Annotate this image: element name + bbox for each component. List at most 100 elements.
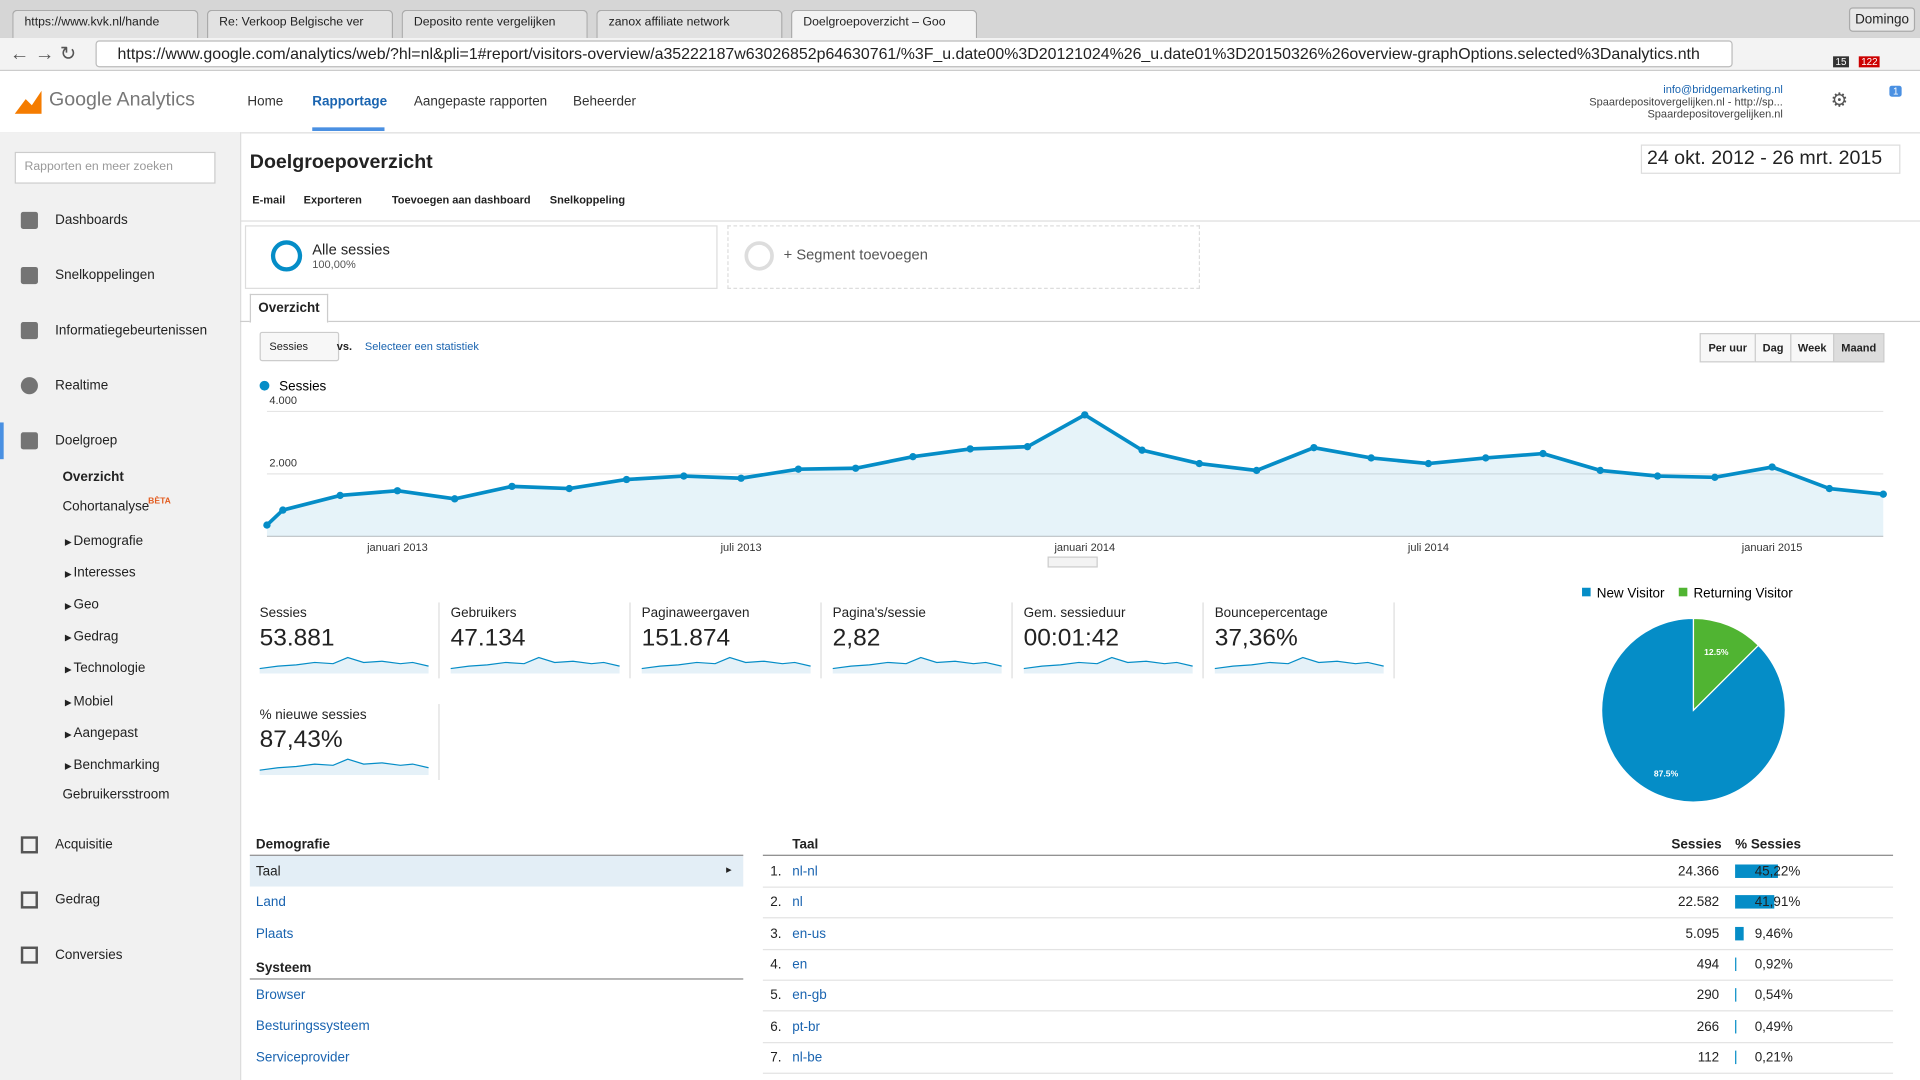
nav-link[interactable]: Rapportage <box>312 94 388 109</box>
row-share: 0,54% <box>1754 988 1793 1004</box>
browser-tab[interactable] <box>206 9 394 38</box>
settings-icon[interactable]: ⚙ <box>1830 90 1849 112</box>
address-bar[interactable] <box>95 40 1733 68</box>
overview-tab[interactable]: Overzicht <box>249 293 329 324</box>
sidebar-sub[interactable]: Demografie <box>73 533 144 549</box>
systeem-link[interactable]: Browser <box>255 988 306 1003</box>
row-language[interactable]: nl-nl <box>792 864 818 880</box>
point <box>1653 472 1662 480</box>
row-number: 3. <box>770 926 782 942</box>
row-language[interactable]: pt-br <box>792 1019 820 1035</box>
nav-link[interactable]: Beheerder <box>573 94 636 109</box>
row-language[interactable]: en-us <box>792 926 826 942</box>
logo-text: Google Analytics <box>48 89 195 111</box>
segment-ring <box>270 240 303 272</box>
metric-value: 2,82 <box>832 624 881 652</box>
y-tick-label: 4.000 <box>269 395 297 407</box>
select-statistic[interactable]: Selecteer een statistiek <box>364 340 479 353</box>
browser-tab[interactable] <box>401 9 588 38</box>
tab-title: Re: Verkoop Belgische ver <box>219 15 364 30</box>
metric-label: Gebruikers <box>450 606 517 621</box>
legend-label: Sessies <box>279 379 326 394</box>
sidebar-sub[interactable]: Gedrag <box>73 629 119 645</box>
row-language[interactable]: en <box>792 957 808 973</box>
row-language[interactable]: nl-be <box>792 1050 823 1066</box>
sidebar <box>0 132 242 1080</box>
tab-title: zanox affiliate network <box>608 15 730 30</box>
line <box>265 412 1884 527</box>
vs-label: vs. <box>336 340 353 353</box>
nav-underline <box>312 127 385 132</box>
demografie-link[interactable]: Taal <box>255 864 281 880</box>
date-range[interactable]: 24 okt. 2012 - 26 mrt. 2015 <box>1640 144 1901 174</box>
sidebar-item[interactable]: Informatiegebeurtenissen <box>55 323 208 338</box>
browser-tab[interactable] <box>791 9 978 38</box>
sidebar-item[interactable]: Conversies <box>55 947 123 963</box>
segment-add[interactable]: + Segment toevoegen <box>783 246 928 264</box>
segment-card[interactable] <box>244 225 718 289</box>
period-button[interactable]: Dag <box>1754 333 1792 363</box>
sidebar-sub[interactable]: Technologie <box>73 661 146 677</box>
browser-tab[interactable] <box>12 9 199 38</box>
action-link[interactable]: E-mail <box>252 193 286 206</box>
sidebar-item[interactable]: Snelkoppelingen <box>55 268 155 283</box>
sidebar-item[interactable]: Realtime <box>55 378 109 394</box>
sidebar-sub[interactable]: Benchmarking <box>73 757 160 773</box>
profile-button[interactable]: Domingo <box>1848 7 1916 32</box>
sidebar-item[interactable]: Dashboards <box>55 213 128 228</box>
sidebar-sub[interactable]: Gebruikersstroom <box>62 787 170 803</box>
sidebar-sub: ▸ <box>64 694 72 710</box>
pie-label: 87.5% <box>1654 768 1679 778</box>
browser-tab[interactable] <box>596 9 783 38</box>
point <box>851 464 860 472</box>
nav-link[interactable]: Aangepaste rapporten <box>413 94 548 109</box>
sidebar-item[interactable]: Doelgroep <box>55 433 118 449</box>
sidebar-icon <box>20 432 38 450</box>
sidebar-sub[interactable]: Cohortanalyse <box>62 499 150 515</box>
action-link[interactable]: Snelkoppeling <box>549 193 626 206</box>
systeem-link[interactable]: Serviceprovider <box>255 1050 350 1065</box>
sidebar-sub[interactable]: Overzicht <box>62 470 124 485</box>
sidebar-sub[interactable]: Mobiel <box>73 693 114 709</box>
account-property: Spaardepositovergelijken.nl - http://sp.… <box>1589 95 1783 108</box>
point <box>263 521 271 529</box>
demografie-link[interactable]: Plaats <box>255 926 294 942</box>
row-language[interactable]: nl <box>792 895 803 911</box>
account-email[interactable]: info@bridgemarketing.nl <box>1663 83 1783 96</box>
nav-link[interactable]: Home <box>247 94 284 109</box>
sidebar-item[interactable]: Acquisitie <box>55 837 113 853</box>
point <box>1539 449 1547 458</box>
action-link[interactable]: Toevoegen aan dashboard <box>391 193 531 206</box>
sidebar-icon <box>20 322 38 340</box>
metric-divider <box>629 602 631 679</box>
period-button[interactable]: Maand <box>1833 333 1885 363</box>
sidebar-icon <box>20 266 38 285</box>
metric-label: Bouncepercentage <box>1214 606 1328 621</box>
action-link[interactable]: Exporteren <box>303 193 362 206</box>
sidebar-sub: ▸ <box>64 535 72 550</box>
metric-value: 87,43% <box>259 726 343 754</box>
segment-add-card[interactable] <box>727 225 1201 289</box>
row-language[interactable]: en-gb <box>792 988 827 1004</box>
nav-buttons[interactable]: ← → ↻ <box>9 44 77 65</box>
report-title: Doelgroepoverzicht <box>249 151 433 173</box>
metric-select[interactable]: Sessies <box>259 331 340 362</box>
section-line <box>249 978 744 980</box>
row-share: 0,49% <box>1754 1019 1793 1035</box>
point <box>1424 459 1433 468</box>
sidebar-item[interactable]: Gedrag <box>55 892 101 908</box>
metric-divider <box>820 602 822 679</box>
sidebar-sub[interactable]: Aangepast <box>73 725 138 741</box>
search-placeholder: Rapporten en meer zoeken <box>24 160 173 174</box>
sidebar-sub[interactable]: Interesses <box>73 565 136 581</box>
search-box[interactable] <box>14 151 216 184</box>
period-button[interactable]: Per uur <box>1699 333 1756 363</box>
table-header: Taal <box>792 837 819 853</box>
sidebar-sub[interactable]: Geo <box>73 597 99 613</box>
legend-dot <box>259 380 270 391</box>
systeem-link[interactable]: Besturingssysteem <box>255 1019 370 1034</box>
period-button[interactable]: Week <box>1790 333 1835 363</box>
beta-label: BÈTA <box>148 497 171 506</box>
demografie-link[interactable]: Land <box>255 895 286 911</box>
separator <box>240 220 1920 222</box>
